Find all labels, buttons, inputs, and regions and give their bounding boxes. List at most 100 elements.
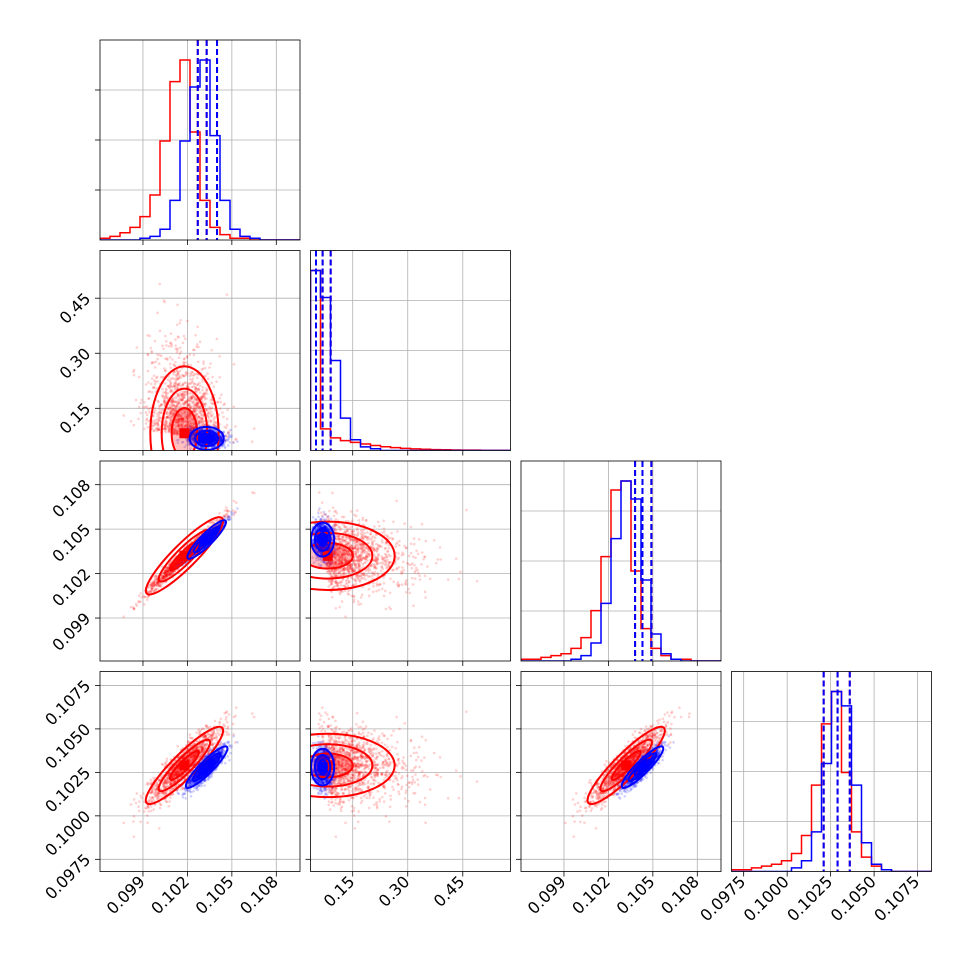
scatter-point bbox=[217, 523, 221, 527]
scatter-point bbox=[156, 427, 160, 431]
scatter-point bbox=[169, 415, 173, 419]
scatter-point bbox=[191, 407, 194, 411]
scatter-point bbox=[197, 400, 200, 404]
scatter-point bbox=[176, 393, 180, 396]
scatter-point bbox=[189, 428, 193, 431]
scatter-point bbox=[234, 501, 238, 504]
scatter-point bbox=[193, 373, 196, 376]
scatter-point bbox=[177, 557, 180, 561]
scatter-point bbox=[213, 436, 217, 440]
scatter-point bbox=[132, 370, 135, 373]
scatter-point bbox=[160, 403, 163, 406]
scatter-point bbox=[181, 425, 184, 429]
scatter-point bbox=[151, 386, 155, 389]
scatter-point bbox=[182, 360, 185, 364]
scatter-point bbox=[189, 397, 193, 400]
scatter-point bbox=[198, 416, 202, 419]
scatter-point bbox=[225, 423, 229, 427]
scatter-point bbox=[178, 424, 182, 427]
scatter-point bbox=[180, 417, 184, 421]
scatter-point bbox=[188, 417, 192, 421]
scatter-point bbox=[178, 346, 182, 350]
scatter-point bbox=[161, 577, 164, 580]
scatter-point bbox=[144, 383, 148, 386]
scatter-point bbox=[171, 412, 175, 416]
scatter-point bbox=[146, 425, 150, 429]
scatter-point bbox=[204, 374, 207, 378]
scatter-point bbox=[201, 418, 204, 421]
scatter-point bbox=[195, 407, 198, 411]
scatter-point bbox=[177, 562, 180, 565]
scatter-point bbox=[194, 403, 198, 406]
scatter-point bbox=[190, 438, 194, 441]
histogram-series-1 bbox=[100, 59, 300, 240]
scatter-point bbox=[214, 436, 217, 439]
scatter-point bbox=[205, 392, 209, 395]
scatter-point bbox=[196, 403, 200, 407]
scatter-point bbox=[147, 407, 151, 411]
scatter-point bbox=[197, 421, 201, 424]
scatter-point bbox=[178, 396, 181, 400]
scatter-point bbox=[164, 369, 167, 373]
scatter-point bbox=[193, 411, 197, 414]
scatter-point bbox=[156, 581, 159, 585]
scatter-point bbox=[180, 394, 184, 398]
scatter-point bbox=[234, 425, 237, 428]
scatter-point bbox=[171, 409, 175, 412]
scatter-point bbox=[175, 432, 179, 436]
scatter-point bbox=[185, 422, 189, 426]
scatter-point bbox=[168, 420, 172, 424]
scatter-point bbox=[156, 412, 159, 415]
scatter-point bbox=[219, 436, 223, 440]
scatter-point bbox=[154, 579, 157, 583]
scatter-point bbox=[197, 440, 201, 443]
scatter-point bbox=[214, 437, 217, 441]
scatter-point bbox=[250, 491, 254, 494]
scatter-point bbox=[195, 372, 198, 375]
scatter-point bbox=[163, 424, 167, 427]
scatter-point bbox=[184, 424, 187, 428]
scatter-point bbox=[200, 427, 204, 431]
scatter-point bbox=[185, 393, 189, 396]
scatter-point bbox=[186, 417, 190, 421]
scatter-point bbox=[154, 423, 157, 427]
scatter-point bbox=[181, 417, 185, 420]
scatter-point bbox=[175, 395, 179, 398]
scatter-point bbox=[203, 393, 207, 397]
scatter-point bbox=[171, 404, 175, 407]
scatter-point bbox=[160, 565, 164, 569]
scatter-point bbox=[173, 563, 177, 567]
scatter-point bbox=[176, 424, 180, 427]
scatter-point bbox=[209, 407, 213, 411]
scatter-point bbox=[177, 423, 181, 427]
scatter-point bbox=[175, 561, 179, 565]
scatter-point bbox=[211, 375, 214, 379]
scatter-point bbox=[151, 584, 154, 588]
scatter-point bbox=[175, 560, 179, 564]
scatter-point bbox=[179, 417, 183, 421]
scatter-point bbox=[172, 373, 175, 376]
scatter-point bbox=[180, 424, 184, 428]
scatter-point bbox=[192, 433, 195, 436]
scatter-point bbox=[226, 438, 229, 441]
scatter-point bbox=[184, 425, 187, 428]
scatter-point bbox=[180, 424, 183, 427]
scatter-point bbox=[175, 562, 178, 566]
scatter-point bbox=[196, 401, 199, 405]
scatter-point bbox=[155, 574, 158, 578]
scatter-point bbox=[188, 415, 191, 419]
scatter-point bbox=[187, 363, 190, 366]
scatter-point bbox=[191, 436, 194, 440]
scatter-point bbox=[172, 400, 176, 404]
scatter-point bbox=[158, 582, 162, 586]
scatter-point bbox=[176, 418, 180, 421]
scatter-point bbox=[174, 379, 178, 383]
scatter-point bbox=[194, 407, 198, 411]
scatter-point bbox=[174, 424, 178, 427]
scatter-point bbox=[190, 397, 194, 401]
scatter-point bbox=[156, 422, 160, 426]
scatter-point bbox=[190, 426, 193, 429]
scatter-point bbox=[173, 409, 176, 413]
scatter-point bbox=[129, 605, 133, 609]
scatter-point bbox=[219, 522, 222, 526]
